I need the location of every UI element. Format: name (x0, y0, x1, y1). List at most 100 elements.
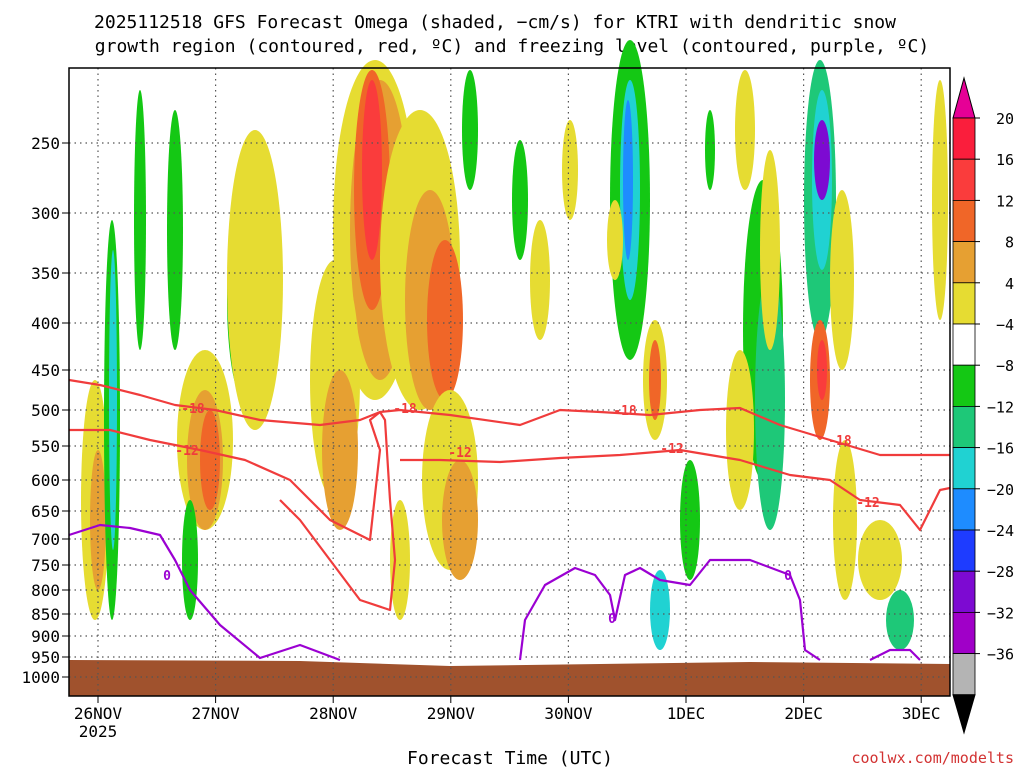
y-tick-label-800: 800 (31, 581, 60, 600)
chart-title-line2: growth region (contoured, red, ºC) and f… (95, 36, 929, 57)
ground-surface (69, 660, 950, 696)
omega-shade-49 (932, 80, 948, 320)
colorbar-swatch-9 (952, 488, 976, 531)
x-axis-title: Forecast Time (UTC) (407, 748, 613, 768)
omega-shade-38 (817, 340, 827, 400)
contour-label-minus18-a: -18 (181, 402, 205, 417)
x-tick-label-29NOV: 29NOV (427, 704, 476, 723)
colorbar-label-10: −24 (987, 522, 1014, 540)
colorbar-label-4: 4 (1005, 275, 1014, 293)
contour-layer: -18 -18 -18 -18 -12 -12 -12 -12 0 0 0 (68, 378, 951, 662)
y-tick-label-350: 350 (31, 264, 60, 283)
omega-shade-43 (735, 70, 755, 190)
y-tick-label-900: 900 (31, 627, 60, 646)
colorbar-swatch-7 (952, 405, 976, 448)
y-tick-label-550: 550 (31, 437, 60, 456)
x-tick-label-30NOV: 30NOV (544, 704, 593, 723)
x-tick-label-2DEC: 2DEC (784, 704, 823, 723)
x-tick-label-27NOV: 27NOV (192, 704, 241, 723)
colorbar-bottom-arrow (952, 694, 976, 735)
contour-label-zero-a: 0 (163, 569, 171, 584)
omega-shade-27 (623, 100, 633, 260)
colorbar-legend: 20 16 12 8 4 −4 −8 −12 −16 −20 −24 −28 −32 −36 (952, 76, 1014, 735)
contour-label-minus18-d: -18 (828, 434, 852, 449)
x-tick-label-26NOV: 26NOV (74, 704, 123, 723)
omega-shade-48 (886, 590, 914, 650)
plot-border (68, 67, 951, 697)
omega-shade-50 (650, 570, 670, 650)
colorbar-swatch-3 (952, 241, 976, 284)
omega-shade-30 (680, 460, 700, 580)
omega-shade-17 (200, 410, 220, 510)
contour-minus12-a (69, 410, 397, 612)
y-tick-label-650: 650 (31, 502, 60, 521)
y-axis-pressure: 250 300 350 400 450 500 550 600 650 700 750 800 850 9… (21, 134, 69, 687)
colorbar-swatch-11 (952, 570, 976, 613)
omega-shade-52 (562, 120, 578, 220)
colorbar-swatch-2 (952, 199, 976, 242)
y-tick-label-850: 850 (31, 605, 60, 624)
contour-zero-c (869, 648, 921, 661)
colorbar-swatch-10 (952, 529, 976, 572)
y-tick-label-500: 500 (31, 401, 60, 420)
omega-shade-44 (705, 110, 715, 190)
contour-label-zero-c: 0 (784, 569, 792, 584)
colorbar-label-6: −8 (996, 357, 1014, 375)
omega-shade-8 (442, 460, 478, 580)
x-year-label: 2025 (79, 722, 118, 741)
grid-lines (69, 68, 950, 696)
y-tick-label-600: 600 (31, 471, 60, 490)
omega-shade-36 (814, 120, 830, 200)
omega-shade-33 (760, 150, 780, 350)
colorbar-label-11: −28 (987, 563, 1014, 581)
y-tick-label-300: 300 (31, 204, 60, 223)
omega-shade-22 (134, 90, 146, 350)
contour-label-minus18-b: -18 (393, 402, 417, 417)
contour-label-minus12-d: -12 (856, 496, 879, 511)
colorbar-label-5: −4 (996, 316, 1014, 334)
contour-label-minus12-a: -12 (175, 444, 198, 459)
omega-shade-3 (362, 80, 382, 260)
y-tick-label-700: 700 (31, 530, 60, 549)
colorbar-swatch-4 (952, 282, 976, 325)
y-tick-label-1000: 1000 (21, 668, 60, 687)
omega-shade-24 (182, 500, 198, 620)
colorbar-top-arrow (952, 76, 976, 119)
contour-zero-a (68, 523, 341, 662)
colorbar-swatch-13 (952, 653, 976, 696)
colorbar-label-8: −16 (987, 440, 1014, 458)
omega-shade-21 (109, 250, 117, 550)
colorbar-label-9: −20 (987, 481, 1014, 499)
colorbar-swatch-6 (952, 364, 976, 407)
x-tick-label-1DEC: 1DEC (667, 704, 706, 723)
colorbar-label-1: 16 (996, 151, 1014, 169)
contour-label-zero-b: 0 (608, 612, 616, 627)
contour-label-minus18-c: -18 (613, 404, 637, 419)
contour-label-minus12-b: -12 (448, 446, 471, 461)
colorbar-swatch-1 (952, 158, 976, 201)
chart-title-line1: 2025112518 GFS Forecast Omega (shaded, −… (94, 12, 896, 33)
omega-shading-layer (81, 40, 948, 650)
omega-shade-53 (390, 500, 410, 620)
omega-shade-40 (833, 440, 857, 600)
colorbar-swatch-0 (952, 117, 976, 160)
contour-minus12-b (400, 448, 951, 532)
colorbar-label-2: 12 (996, 192, 1014, 210)
omega-shade-41 (858, 520, 902, 600)
omega-shade-42 (726, 350, 754, 510)
y-tick-label-450: 450 (31, 361, 60, 380)
colorbar-label-7: −12 (987, 398, 1014, 416)
omega-shade-46 (462, 70, 478, 190)
x-tick-label-3DEC: 3DEC (902, 704, 941, 723)
colorbar-label-13: −36 (987, 646, 1014, 664)
omega-shade-47 (530, 220, 550, 340)
omega-shade-32 (755, 270, 785, 530)
y-tick-label-950: 950 (31, 648, 60, 667)
y-tick-label-400: 400 (31, 314, 60, 333)
contour-minus18 (68, 378, 950, 457)
x-axis-time: 26NOV 27NOV 28NOV 29NOV 30NOV 1DEC 2DEC 3DEC (74, 696, 941, 723)
contour-label-minus12-c: -12 (660, 442, 683, 457)
contour-zero-b (518, 558, 821, 661)
colorbar-label-0: 20 (996, 110, 1014, 128)
